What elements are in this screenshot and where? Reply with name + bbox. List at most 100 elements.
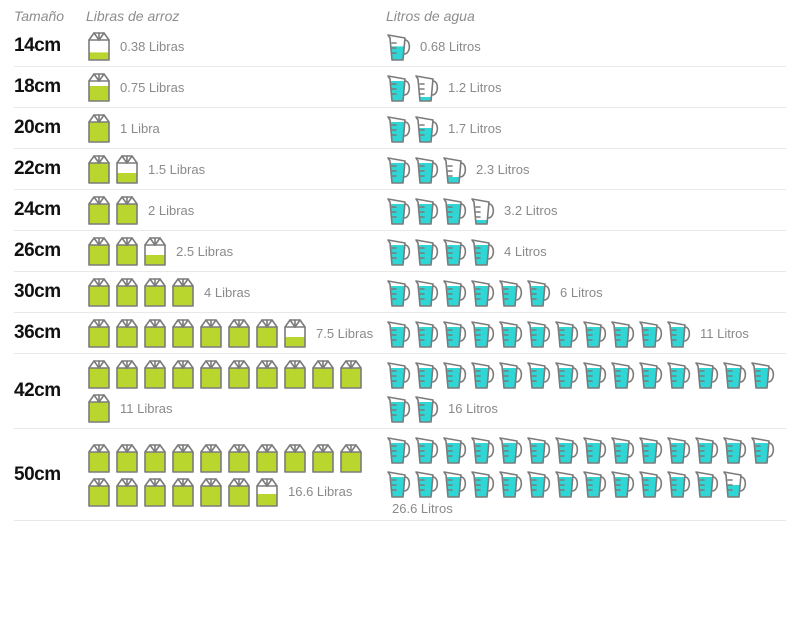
rice-bag-icon	[86, 71, 112, 103]
rice-bag-icon	[170, 317, 196, 349]
water-value: 1.2 Litros	[448, 80, 501, 95]
water-value: 6 Litros	[560, 285, 603, 300]
water-jug-icon	[554, 317, 580, 349]
water-jug-icon	[498, 433, 524, 465]
water-jug-icon	[610, 317, 636, 349]
water-jug-icon	[526, 317, 552, 349]
water-jug-icon	[694, 433, 720, 465]
rice-cell: 7.5 Libras	[86, 317, 386, 349]
rice-bag-icon	[170, 476, 196, 508]
water-jug-icon	[414, 358, 440, 390]
water-cell: 11 Litros	[386, 317, 786, 349]
rice-value: 16.6 Libras	[288, 484, 352, 499]
water-jug-icon	[414, 71, 440, 103]
rice-bag-icon	[226, 442, 252, 474]
water-jug-icon	[470, 317, 496, 349]
rice-bag-icon	[282, 442, 308, 474]
rice-bag-icon	[310, 358, 336, 390]
water-value: 2.3 Litros	[476, 162, 529, 177]
water-jug-icon	[498, 317, 524, 349]
rice-value: 11 Libras	[120, 401, 173, 416]
rice-bag-icon	[142, 358, 168, 390]
rice-bag-icon	[254, 442, 280, 474]
rice-bag-icon	[142, 442, 168, 474]
rice-bag-icon	[254, 317, 280, 349]
water-jug-icon	[470, 358, 496, 390]
water-jug-icon	[470, 467, 496, 499]
water-value: 4 Litros	[504, 244, 547, 259]
water-jug-icon	[442, 276, 468, 308]
water-jug-icon	[386, 194, 412, 226]
rice-bag-icon	[114, 235, 140, 267]
rice-bag-icon	[226, 358, 252, 390]
water-jug-icon	[414, 153, 440, 185]
water-jug-icon	[414, 112, 440, 144]
rice-bag-icon	[86, 392, 112, 424]
water-jug-icon	[722, 433, 748, 465]
rice-bag-icon	[198, 476, 224, 508]
rice-bag-icon	[310, 442, 336, 474]
water-jug-icon	[442, 467, 468, 499]
water-jug-icon	[386, 467, 412, 499]
size-label: 24cm	[14, 199, 61, 220]
water-jug-icon	[666, 467, 692, 499]
rice-bag-icon	[86, 317, 112, 349]
water-jug-icon	[666, 358, 692, 390]
data-row: 30cm	[14, 272, 786, 313]
water-jug-icon	[442, 194, 468, 226]
rice-bag-icon	[86, 442, 112, 474]
water-jug-icon	[498, 467, 524, 499]
water-jug-icon	[694, 467, 720, 499]
rice-bag-icon	[114, 317, 140, 349]
water-cell: 4 Litros	[386, 235, 786, 267]
rice-bag-icon	[170, 276, 196, 308]
water-jug-icon	[414, 194, 440, 226]
header-water: Litros de agua	[386, 8, 786, 24]
water-jug-icon	[414, 433, 440, 465]
rice-bag-icon	[86, 235, 112, 267]
rice-bag-icon	[226, 317, 252, 349]
water-jug-icon	[498, 358, 524, 390]
size-label: 14cm	[14, 35, 61, 56]
water-jug-icon	[582, 358, 608, 390]
rice-bag-icon	[86, 358, 112, 390]
water-value: 11 Litros	[700, 326, 749, 341]
water-jug-icon	[442, 433, 468, 465]
rice-bag-icon	[142, 476, 168, 508]
rice-bag-icon	[170, 442, 196, 474]
rice-value: 1.5 Libras	[148, 162, 205, 177]
water-jug-icon	[442, 317, 468, 349]
water-jug-icon	[414, 317, 440, 349]
rice-bag-icon	[86, 194, 112, 226]
rice-value: 1 Libra	[120, 121, 160, 136]
water-jug-icon	[610, 467, 636, 499]
rice-cell: 0.75 Libras	[86, 71, 386, 103]
water-jug-icon	[554, 358, 580, 390]
rice-bag-icon	[170, 358, 196, 390]
data-row: 18cm 0.75 Libras 1.2 Litros	[14, 67, 786, 108]
water-value: 26.6 Litros	[392, 501, 453, 516]
rice-bag-icon	[86, 476, 112, 508]
water-jug-icon	[470, 276, 496, 308]
water-jug-icon	[582, 467, 608, 499]
water-jug-icon	[386, 153, 412, 185]
water-jug-icon	[470, 194, 496, 226]
rice-cell: 1.5 Libras	[86, 153, 386, 185]
data-row: 36cm	[14, 313, 786, 354]
water-jug-icon	[526, 433, 552, 465]
water-jug-icon	[666, 433, 692, 465]
data-row: 42cm	[14, 354, 786, 429]
water-jug-icon	[694, 358, 720, 390]
rice-bag-icon	[254, 358, 280, 390]
water-jug-icon	[442, 358, 468, 390]
data-row: 50cm	[14, 429, 786, 521]
rice-bag-icon	[198, 358, 224, 390]
data-row: 14cm 0.38 Libras 0.68 Litros	[14, 26, 786, 67]
rice-bag-icon	[226, 476, 252, 508]
water-jug-icon	[386, 433, 412, 465]
rice-bag-icon	[114, 153, 140, 185]
water-jug-icon	[414, 392, 440, 424]
header-size: Tamaño	[14, 8, 86, 24]
size-label: 36cm	[14, 322, 61, 343]
water-jug-icon	[554, 433, 580, 465]
